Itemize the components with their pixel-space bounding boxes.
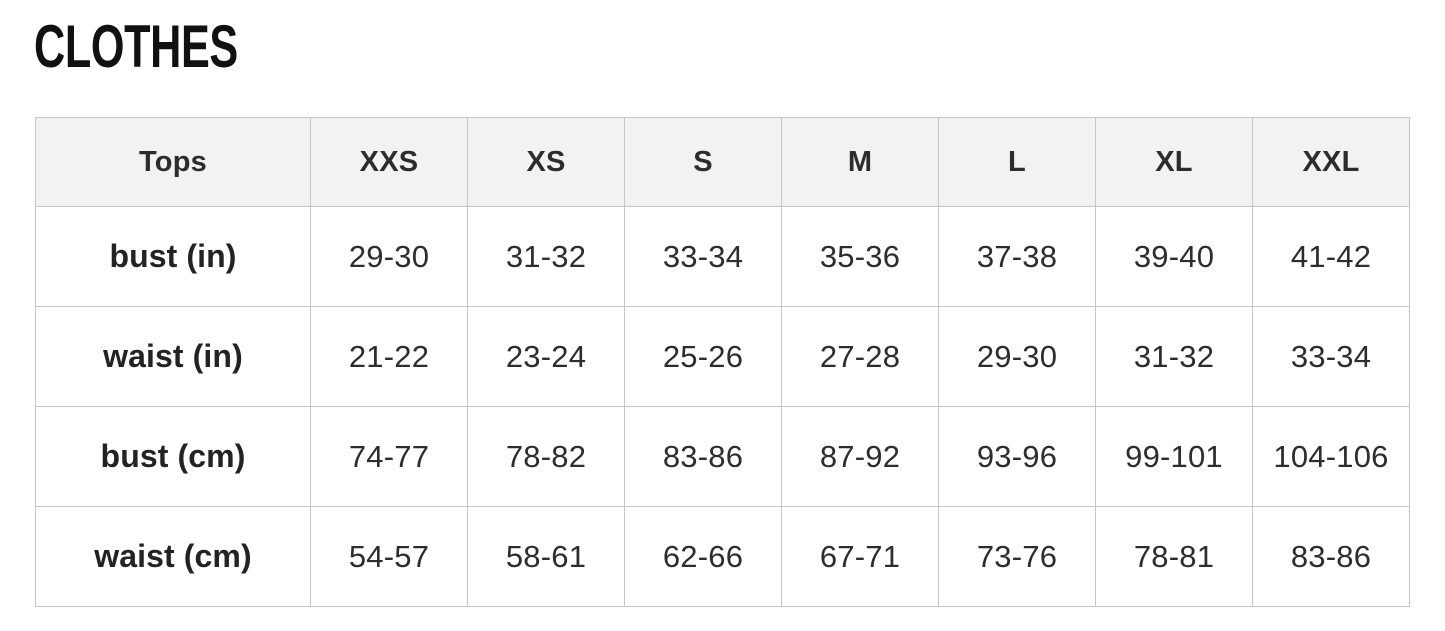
column-header-xxs: XXS [310, 117, 468, 207]
cell-waist-in-xxs: 21-22 [310, 306, 468, 407]
cell-waist-in-m: 27-28 [781, 306, 939, 407]
cell-bust-in-xl: 39-40 [1095, 206, 1253, 307]
row-label-waist-in: waist (in) [35, 306, 311, 407]
clothing-size-table: Tops XXS XS S M L XL XXL bust (in) 29-30… [35, 117, 1410, 607]
cell-bust-in-l: 37-38 [938, 206, 1096, 307]
cell-bust-cm-xs: 78-82 [467, 406, 625, 507]
cell-waist-in-s: 25-26 [624, 306, 782, 407]
row-label-bust-cm: bust (cm) [35, 406, 311, 507]
table-body: bust (in) 29-30 31-32 33-34 35-36 37-38 … [35, 206, 1410, 607]
cell-bust-in-s: 33-34 [624, 206, 782, 307]
cell-waist-in-xs: 23-24 [467, 306, 625, 407]
cell-bust-cm-xxl: 104-106 [1252, 406, 1410, 507]
cell-waist-cm-xs: 58-61 [467, 506, 625, 607]
column-header-tops: Tops [35, 117, 311, 207]
size-table-container: Tops XXS XS S M L XL XXL bust (in) 29-30… [35, 117, 1410, 607]
cell-waist-cm-xxs: 54-57 [310, 506, 468, 607]
cell-bust-in-xxl: 41-42 [1252, 206, 1410, 307]
cell-bust-in-xs: 31-32 [467, 206, 625, 307]
row-label-waist-cm: waist (cm) [35, 506, 311, 607]
table-row: waist (cm) 54-57 58-61 62-66 67-71 73-76… [35, 506, 1410, 607]
table-row: waist (in) 21-22 23-24 25-26 27-28 29-30… [35, 306, 1410, 407]
cell-waist-cm-m: 67-71 [781, 506, 939, 607]
table-header: Tops XXS XS S M L XL XXL [35, 117, 1410, 207]
cell-waist-in-l: 29-30 [938, 306, 1096, 407]
column-header-xs: XS [467, 117, 625, 207]
cell-waist-cm-xl: 78-81 [1095, 506, 1253, 607]
page-title: CLOTHES [34, 13, 238, 80]
cell-waist-cm-s: 62-66 [624, 506, 782, 607]
table-row: bust (in) 29-30 31-32 33-34 35-36 37-38 … [35, 206, 1410, 307]
cell-bust-in-m: 35-36 [781, 206, 939, 307]
table-header-row: Tops XXS XS S M L XL XXL [35, 117, 1410, 207]
cell-waist-in-xl: 31-32 [1095, 306, 1253, 407]
cell-bust-in-xxs: 29-30 [310, 206, 468, 307]
cell-bust-cm-l: 93-96 [938, 406, 1096, 507]
cell-bust-cm-m: 87-92 [781, 406, 939, 507]
column-header-m: M [781, 117, 939, 207]
cell-bust-cm-s: 83-86 [624, 406, 782, 507]
column-header-xxl: XXL [1252, 117, 1410, 207]
column-header-s: S [624, 117, 782, 207]
cell-bust-cm-xxs: 74-77 [310, 406, 468, 507]
cell-waist-cm-l: 73-76 [938, 506, 1096, 607]
column-header-xl: XL [1095, 117, 1253, 207]
row-label-bust-in: bust (in) [35, 206, 311, 307]
cell-bust-cm-xl: 99-101 [1095, 406, 1253, 507]
table-row: bust (cm) 74-77 78-82 83-86 87-92 93-96 … [35, 406, 1410, 507]
cell-waist-in-xxl: 33-34 [1252, 306, 1410, 407]
column-header-l: L [938, 117, 1096, 207]
cell-waist-cm-xxl: 83-86 [1252, 506, 1410, 607]
